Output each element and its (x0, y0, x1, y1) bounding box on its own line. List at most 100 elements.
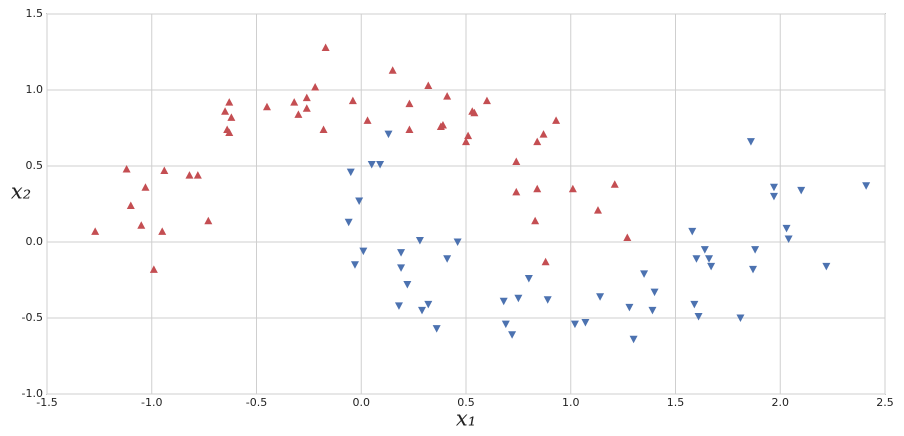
point (539, 130, 548, 138)
point (648, 306, 657, 315)
point (355, 197, 364, 205)
point (769, 192, 778, 201)
point (541, 257, 550, 266)
point (185, 171, 194, 179)
point (302, 104, 311, 112)
point (137, 221, 146, 229)
y-tick-label: 1.5 (26, 7, 44, 20)
point (262, 102, 271, 111)
point (862, 182, 871, 190)
point (405, 99, 414, 108)
point (508, 331, 517, 339)
point (610, 180, 619, 188)
point (359, 247, 368, 256)
point (822, 262, 831, 271)
point (462, 137, 470, 146)
point (736, 314, 745, 322)
point (629, 335, 638, 344)
x-tick-label: 2.0 (772, 396, 790, 409)
point (424, 300, 433, 309)
y-axis-label: x₂ (11, 180, 31, 204)
point (418, 306, 427, 315)
point (319, 125, 328, 134)
point (424, 81, 433, 89)
point (415, 236, 424, 245)
point (344, 218, 353, 227)
point (438, 120, 447, 129)
point (158, 227, 167, 235)
point (751, 246, 760, 254)
point (432, 325, 441, 333)
point (160, 166, 169, 175)
point (524, 274, 533, 283)
point (692, 255, 701, 263)
point (225, 128, 234, 137)
point (348, 96, 357, 105)
x-tick-label: 0.0 (353, 396, 371, 409)
point (782, 224, 791, 233)
point (707, 262, 716, 271)
point (552, 116, 561, 124)
point (593, 206, 602, 214)
point (405, 125, 414, 134)
x-tick-label: 2.5 (876, 396, 894, 409)
point (397, 264, 406, 272)
point (581, 319, 590, 327)
point (204, 216, 213, 225)
point (501, 320, 510, 329)
point (650, 288, 659, 297)
point (700, 246, 709, 254)
point (623, 233, 632, 241)
point (568, 184, 577, 193)
point (533, 137, 542, 146)
y-tick-label: -1.0 (22, 387, 43, 400)
point (453, 238, 462, 246)
point (625, 303, 634, 312)
point (543, 296, 552, 304)
point (797, 186, 806, 195)
point (443, 92, 452, 100)
point (302, 93, 311, 102)
point (464, 131, 473, 140)
point (193, 171, 202, 179)
x-tick-label: -1.0 (141, 396, 162, 409)
point (321, 43, 330, 51)
point (769, 183, 778, 192)
y-tick-label: 0.0 (26, 235, 44, 248)
x-axis-label: x₁ (456, 407, 476, 431)
x-tick-label: 1.5 (667, 396, 685, 409)
point (141, 183, 150, 191)
y-tick-label: 1.0 (26, 83, 44, 96)
point (403, 281, 412, 289)
point (499, 297, 508, 306)
point (363, 116, 372, 124)
point (640, 270, 649, 278)
point (294, 110, 303, 118)
point (688, 227, 697, 236)
point (346, 168, 355, 177)
point (512, 187, 521, 196)
point (784, 235, 793, 243)
point (443, 255, 452, 263)
point (225, 98, 234, 106)
point (126, 201, 135, 210)
x-tick-label: -0.5 (246, 396, 267, 409)
point (482, 96, 491, 105)
point (290, 98, 299, 106)
point (122, 165, 131, 173)
point (221, 107, 230, 115)
point (470, 108, 479, 117)
point (384, 130, 393, 139)
y-tick-label: -0.5 (22, 311, 43, 324)
point (376, 160, 385, 169)
point (531, 216, 540, 225)
point (746, 138, 755, 146)
point (705, 255, 714, 263)
x-tick-label: 1.0 (562, 396, 580, 409)
point (570, 320, 579, 329)
point (91, 227, 100, 235)
point (397, 249, 406, 257)
point (367, 160, 376, 169)
point (512, 157, 521, 165)
